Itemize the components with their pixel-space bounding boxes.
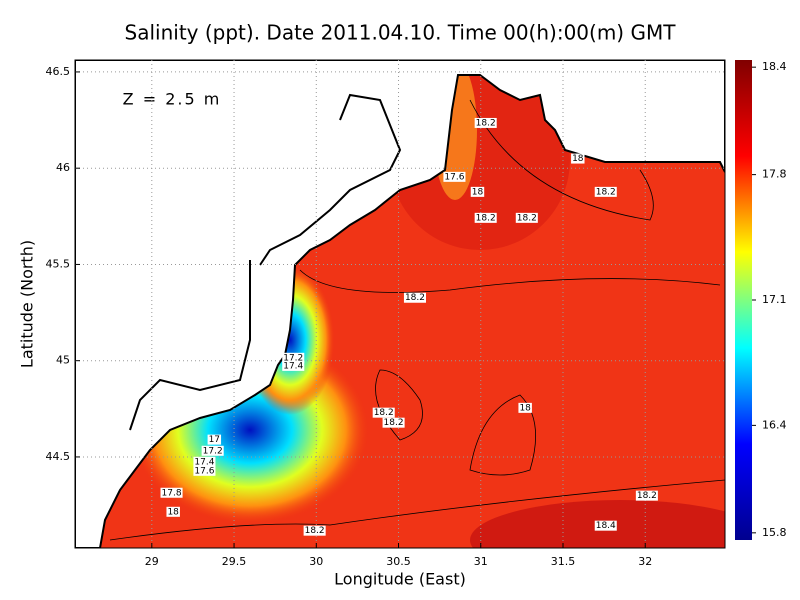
x-axis-label: Longitude (East) — [334, 570, 466, 589]
contour-label-text: 18.2 — [305, 526, 325, 536]
contour-label-box — [474, 212, 497, 223]
contour-label: 18 — [470, 186, 485, 197]
contour-label: 17.4 — [282, 360, 305, 371]
contour-line — [375, 369, 423, 441]
contour-label: 17 — [207, 434, 222, 445]
contour-label: 18.2 — [372, 407, 395, 418]
colorbar-tick-label: 15.8 — [762, 526, 787, 539]
contour-label-box — [594, 186, 617, 197]
contour-label: 17.4 — [193, 456, 216, 467]
contour-label: 17.6 — [443, 171, 466, 182]
land — [75, 60, 725, 548]
contour-label-box — [166, 506, 180, 517]
y-tick-label: 45.5 — [46, 257, 71, 270]
x-tick-label: 32 — [638, 555, 652, 568]
contour-label: 18.2 — [515, 212, 538, 223]
depth-annotation: Z = 2.5 m — [123, 90, 222, 109]
colorbar-tick-label: 18.4 — [762, 60, 787, 73]
contour-label-box — [382, 417, 405, 428]
contour-label: 18 — [571, 153, 585, 164]
contour-label-text: 18.2 — [374, 408, 394, 418]
contour-label-box — [282, 352, 305, 363]
y-tick-label: 44.5 — [46, 450, 71, 463]
contour-label: 18.2 — [474, 117, 497, 128]
x-tick-label: 30 — [309, 555, 323, 568]
contour-label-text: 18.2 — [637, 491, 657, 501]
y-tick-label: 45 — [56, 354, 70, 367]
contour-label-text: 17.8 — [162, 488, 182, 498]
contour-label-text: 18.4 — [596, 521, 616, 531]
contour-label-text: 17.4 — [194, 457, 214, 467]
contour-label-box — [282, 360, 305, 371]
contour-label-box — [518, 402, 532, 413]
contour-label-text: 17.6 — [444, 172, 464, 182]
contour-label-text: 18.2 — [384, 418, 404, 428]
contour-label: 17.2 — [201, 445, 224, 456]
contour-label: 18.2 — [635, 490, 658, 501]
contour-label: 18.2 — [382, 417, 405, 428]
contour-label-box — [303, 525, 326, 536]
contour-label: 18 — [518, 402, 532, 413]
coastline — [129, 260, 251, 431]
colorbar — [735, 60, 752, 540]
x-tick-label: 29 — [145, 555, 159, 568]
contour-label: 17.2 — [282, 352, 305, 363]
y-tick-label: 46.5 — [46, 65, 71, 78]
contour-label-text: 18 — [572, 154, 584, 164]
x-tick-label: 29.5 — [222, 555, 247, 568]
contour-label-text: 17.2 — [203, 446, 223, 456]
y-tick-label: 46 — [56, 161, 70, 174]
x-tick-label: 31 — [474, 555, 488, 568]
x-tick-label: 31.5 — [551, 555, 576, 568]
contour-line — [469, 99, 654, 221]
title: Salinity (ppt). Date 2011.04.10. Time 00… — [125, 21, 677, 45]
contour-label-text: 18.2 — [517, 213, 537, 223]
contour-label-text: 17.4 — [283, 361, 303, 371]
contour-label: 18.2 — [594, 186, 617, 197]
contour-label-text: 18.2 — [405, 293, 425, 303]
contour-label-box — [201, 445, 224, 456]
contour-label-box — [207, 434, 222, 445]
contour-label-text: 18.2 — [476, 213, 496, 223]
colorbar-tick-label: 17.8 — [762, 168, 787, 181]
contour-label: 18.2 — [303, 525, 326, 536]
contour-label-text: 18.2 — [596, 187, 616, 197]
contour-label: 17.6 — [193, 465, 216, 476]
contour-label-box — [372, 407, 395, 418]
contour-label-text: 18 — [519, 403, 531, 413]
contour-line — [109, 479, 725, 541]
contour-label: 18 — [166, 506, 180, 517]
contour-label: 17.8 — [160, 487, 183, 498]
contour-label-box — [443, 171, 466, 182]
contour-label-box — [474, 117, 497, 128]
colorbar-tick-label: 16.4 — [762, 418, 787, 431]
contour-label-text: 18 — [167, 507, 179, 517]
contour-label-box — [470, 186, 485, 197]
colorbar-tick-label: 17.1 — [762, 293, 787, 306]
contour-label-box — [571, 153, 585, 164]
contour-label-box — [594, 520, 617, 531]
contour-label-text: 18 — [472, 187, 484, 197]
field — [75, 60, 725, 548]
plot-frame — [74, 59, 726, 549]
contour-label-box — [193, 456, 216, 467]
contour-label: 18.2 — [403, 292, 426, 303]
x-tick-label: 30.5 — [386, 555, 411, 568]
contour-line — [469, 394, 536, 476]
contour-label-box — [160, 487, 183, 498]
coastline — [259, 93, 402, 266]
contour-label-box — [403, 292, 426, 303]
contour-label-box — [515, 212, 538, 223]
y-axis-label: Latitude (North) — [18, 240, 37, 368]
contour-label-text: 17.6 — [194, 466, 214, 476]
contour-label-text: 17.2 — [283, 353, 303, 363]
contour-label: 18.4 — [594, 520, 617, 531]
contour-label: 18.2 — [474, 212, 497, 223]
contour-label-text: 18.2 — [476, 118, 496, 128]
contour-line — [299, 269, 721, 293]
contour-label-text: 17 — [209, 435, 220, 445]
contour-label-box — [635, 490, 658, 501]
contour-label-box — [193, 465, 216, 476]
